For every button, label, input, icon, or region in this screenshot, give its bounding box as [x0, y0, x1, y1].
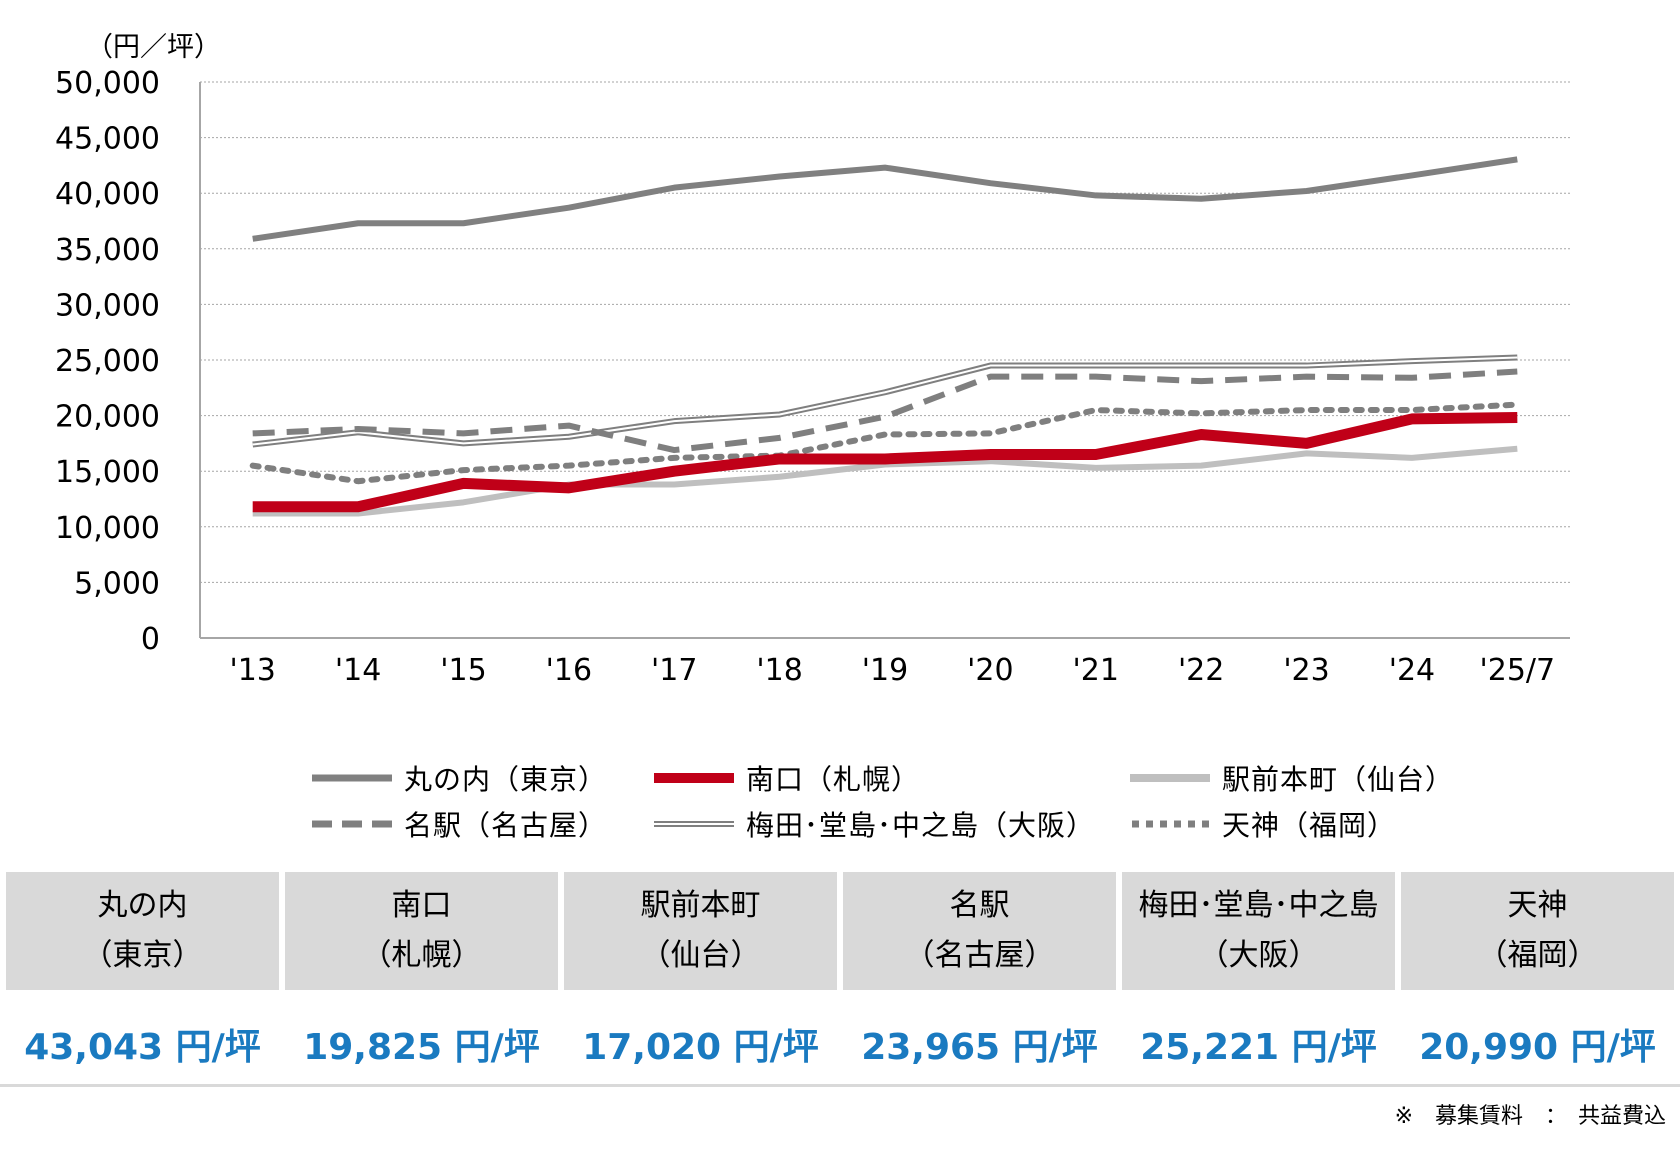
summary-value: 43,043 円/坪 — [6, 990, 279, 1092]
line-chart: 0 5,000 10,000 15,000 20,000 25,000 30,000 35,0… — [55, 32, 1570, 688]
legend-swatch-dashed — [312, 820, 392, 828]
y-tick-label: 15,000 — [55, 455, 160, 490]
summary-city-name: （福岡） — [1477, 938, 1598, 973]
y-unit-label: （円／坪） — [86, 32, 221, 63]
y-tick-label: 30,000 — [55, 288, 160, 323]
legend-item-marunouchi: 丸の内（東京） — [310, 756, 607, 800]
summary-header-cell: 丸の内 （東京） — [6, 872, 279, 990]
x-tick-label: '15 — [440, 653, 486, 688]
legend-label: 丸の内（東京） — [404, 763, 608, 796]
series-line-4-inner — [252, 356, 1518, 446]
chart-legend: 丸の内（東京） 南口（札幌） 駅前本町（仙台） 名駅（名古屋） 梅田･堂島･中之… — [0, 730, 1680, 842]
x-tick-label: '16 — [546, 653, 592, 688]
summary-area-name: 天神 — [1507, 888, 1568, 923]
legend-label: 駅前本町（仙台） — [1222, 763, 1455, 796]
series-line-1 — [252, 412, 1518, 513]
summary-header-cell: 梅田･堂島･中之島 （大阪） — [1122, 872, 1395, 990]
x-tick-label: '22 — [1178, 653, 1224, 688]
summary-header-cell: 南口 （札幌） — [285, 872, 558, 990]
summary-value: 25,221 円/坪 — [1122, 990, 1395, 1092]
legend-swatch-double — [654, 821, 734, 827]
x-tick-label: '24 — [1389, 653, 1435, 688]
summary-city-name: （東京） — [82, 938, 203, 973]
summary-area-name: 駅前本町 — [640, 888, 761, 923]
legend-label: 名駅（名古屋） — [404, 809, 608, 842]
legend-swatch-solid-thick — [312, 774, 392, 782]
summary-city-name: （名古屋） — [904, 938, 1055, 973]
legend-item-tenjin: 天神（福岡） — [1128, 802, 1396, 846]
legend-label: 南口（札幌） — [746, 763, 921, 796]
summary-area-name: 名駅 — [949, 888, 1010, 923]
y-tick-label: 20,000 — [55, 400, 160, 435]
summary-header-cell: 天神 （福岡） — [1401, 872, 1674, 990]
summary-value-row: 43,043 円/坪 19,825 円/坪 17,020 円/坪 23,965 … — [6, 990, 1674, 1092]
summary-city-name: （仙台） — [640, 938, 761, 973]
summary-header-cell: 駅前本町 （仙台） — [564, 872, 837, 990]
summary-value: 19,825 円/坪 — [285, 990, 558, 1092]
legend-swatch-solid-light — [1130, 774, 1210, 782]
x-tick-label: '25/7 — [1479, 653, 1555, 688]
summary-value: 20,990 円/坪 — [1401, 990, 1674, 1092]
summary-area-name: 丸の内 — [97, 888, 188, 923]
footnote: ※ 募集賃料 ： 共益費込 — [1394, 1104, 1666, 1129]
summary-city-name: （大阪） — [1198, 938, 1319, 973]
x-tick-label: '23 — [1283, 653, 1329, 688]
summary-header-cell: 名駅 （名古屋） — [843, 872, 1116, 990]
summary-value: 23,965 円/坪 — [843, 990, 1116, 1092]
legend-label: 梅田･堂島･中之島（大阪） — [746, 809, 1096, 842]
series-line-0 — [252, 156, 1518, 242]
y-tick-label: 5,000 — [74, 566, 160, 601]
summary-table: 丸の内 （東京） 南口 （札幌） 駅前本町 （仙台） 名駅 （名古屋） 梅田･堂島･中之… — [0, 872, 1680, 1092]
legend-swatch-solid-bold — [654, 773, 734, 783]
legend-label: 天神（福岡） — [1222, 809, 1397, 842]
x-tick-label: '21 — [1073, 653, 1119, 688]
series-line-5 — [249, 401, 1521, 485]
legend-item-meieki: 名駅（名古屋） — [310, 802, 607, 846]
legend-item-ekimaehonmachi: 駅前本町（仙台） — [1128, 756, 1454, 800]
x-tick-label: '20 — [967, 653, 1013, 688]
legend-item-umeda: 梅田･堂島･中之島（大阪） — [652, 802, 1095, 846]
y-tick-label: 40,000 — [55, 177, 160, 212]
summary-area-name: 南口 — [391, 888, 452, 923]
x-tick-label: '14 — [335, 653, 381, 688]
summary-bottom-rule — [0, 1084, 1680, 1087]
summary-city-name: （札幌） — [361, 938, 482, 973]
x-tick-label: '19 — [862, 653, 908, 688]
series-line-2 — [252, 445, 1518, 517]
y-tick-label: 50,000 — [55, 66, 160, 101]
summary-value: 17,020 円/坪 — [564, 990, 837, 1092]
x-tick-label: '17 — [651, 653, 697, 688]
summary-header-row: 丸の内 （東京） 南口 （札幌） 駅前本町 （仙台） 名駅 （名古屋） 梅田･堂島･中之… — [6, 872, 1674, 990]
x-tick-label: '18 — [756, 653, 802, 688]
x-tick-label: '13 — [229, 653, 275, 688]
y-tick-label: 35,000 — [55, 233, 160, 268]
y-tick-label: 45,000 — [55, 122, 160, 157]
y-tick-label: 25,000 — [55, 344, 160, 379]
summary-area-name: 梅田･堂島･中之島 — [1138, 888, 1379, 923]
legend-swatch-dotted — [1132, 820, 1210, 828]
series-line-3 — [252, 368, 1518, 454]
y-tick-label: 10,000 — [55, 511, 160, 546]
legend-item-minamiguchi: 南口（札幌） — [652, 756, 920, 800]
y-tick-label: 0 — [141, 622, 160, 657]
